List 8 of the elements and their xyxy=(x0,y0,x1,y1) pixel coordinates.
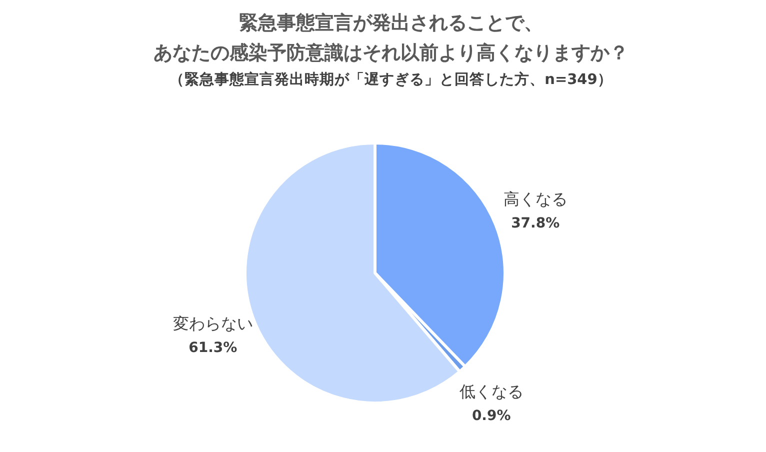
chart-title: 緊急事態宣言が発出されることで、あなたの感染予防意識はそれ以前より高くなりますか？ xyxy=(154,12,628,64)
chart-subtitle: （緊急事態宣言発出時期が「遅すぎる」と回答した方、n=349） xyxy=(170,70,612,88)
slice-label: 高くなる xyxy=(503,189,568,208)
data-label: 61.3% xyxy=(188,340,238,356)
slice-label: 低くなる xyxy=(459,382,524,401)
slice-label: 変わらない xyxy=(172,314,253,334)
data-label: 0.9% xyxy=(472,408,511,424)
data-label: 37.8% xyxy=(511,215,560,232)
